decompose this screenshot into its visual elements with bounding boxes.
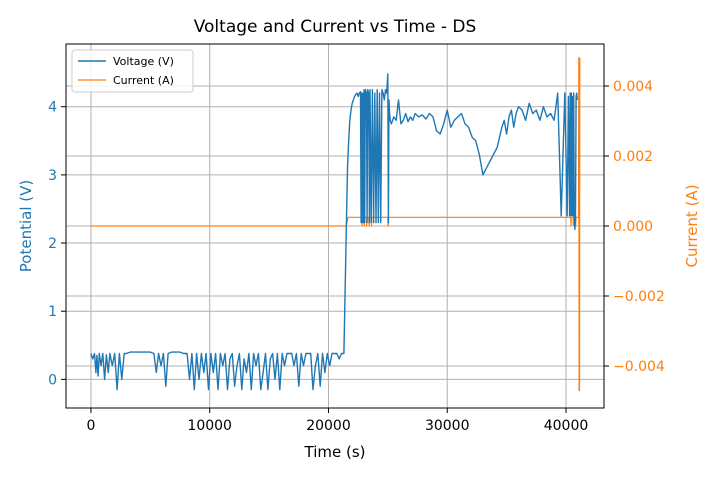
legend-current-label: Current (A) <box>113 74 174 87</box>
x-axis-title: Time (s) <box>304 443 366 461</box>
y-left-tick-label-1: 1 <box>48 304 57 320</box>
y-right-tick-label-2: 0.000 <box>613 219 653 235</box>
y-right-tick-label-3: 0.002 <box>613 149 653 165</box>
y-left-tick-label-3: 3 <box>48 168 57 184</box>
y-axis-left: 0 1 2 3 4 <box>48 100 66 388</box>
grid <box>66 44 604 408</box>
x-tick-label-2: 20000 <box>306 418 351 434</box>
x-axis: 0 10000 20000 30000 40000 <box>86 408 588 434</box>
legend-voltage-label: Voltage (V) <box>113 55 174 68</box>
y-left-tick-label-2: 2 <box>48 236 57 252</box>
y-right-tick-label-1: −0.002 <box>613 289 665 305</box>
legend: Voltage (V) Current (A) <box>71 49 194 93</box>
y-left-tick-label-4: 4 <box>48 100 57 116</box>
y-right-tick-label-4: 0.004 <box>613 79 653 95</box>
series-voltage-line <box>90 73 578 391</box>
x-tick-label-0: 0 <box>86 418 95 434</box>
x-tick-label-1: 10000 <box>187 418 232 434</box>
y-left-tick-label-0: 0 <box>48 372 57 388</box>
y-axis-right-title: Current (A) <box>683 184 701 267</box>
chart-title: Voltage and Current vs Time - DS <box>194 17 477 37</box>
x-tick-label-3: 30000 <box>425 418 470 434</box>
voltage-path <box>90 73 578 391</box>
y-axis-right: −0.004 −0.002 0.000 0.002 0.004 <box>604 79 665 375</box>
y-right-tick-label-0: −0.004 <box>613 359 665 375</box>
y-axis-left-title: Potential (V) <box>17 180 35 272</box>
x-tick-label-4: 40000 <box>544 418 589 434</box>
